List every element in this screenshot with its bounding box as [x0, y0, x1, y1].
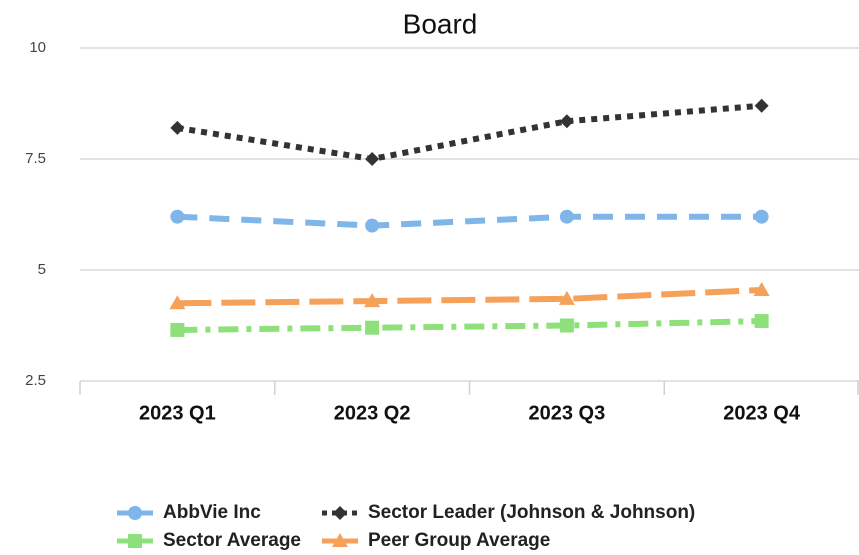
y-tick-label: 5 [38, 261, 46, 278]
y-tick-label: 2.5 [25, 372, 46, 389]
series-line [177, 318, 762, 333]
x-tick-label: 2023 Q1 [139, 402, 216, 424]
y-tick-label: 7.5 [25, 150, 46, 167]
x-tick-label: 2023 Q2 [334, 402, 411, 424]
series-line [177, 286, 762, 307]
x-tick-label: 2023 Q3 [529, 402, 606, 424]
point [169, 295, 186, 310]
legend-label: AbbVie Inc [163, 502, 261, 523]
y-tick-label: 10 [29, 39, 46, 56]
legend-label: Peer Group Average [368, 530, 550, 551]
point [364, 293, 381, 308]
chart-title: Board [403, 8, 478, 39]
point [754, 314, 769, 329]
legend-marker [128, 506, 142, 520]
legend-label: Sector Leader (Johnson & Johnson) [368, 502, 695, 523]
point [558, 290, 575, 305]
point [170, 120, 185, 135]
point [559, 318, 574, 333]
legend-marker [333, 506, 347, 520]
point [365, 152, 380, 166]
point [170, 322, 185, 337]
point [754, 209, 769, 224]
series-line [177, 213, 762, 229]
point [559, 209, 574, 224]
point [365, 320, 380, 335]
point [754, 98, 769, 113]
legend-label: Sector Average [163, 530, 301, 551]
point [365, 218, 380, 233]
legend-marker [128, 534, 142, 548]
point [559, 114, 574, 129]
x-tick-label: 2023 Q4 [723, 402, 801, 424]
point [170, 209, 185, 224]
point [753, 281, 770, 296]
legend-marker [332, 533, 348, 547]
series-line [176, 102, 762, 163]
